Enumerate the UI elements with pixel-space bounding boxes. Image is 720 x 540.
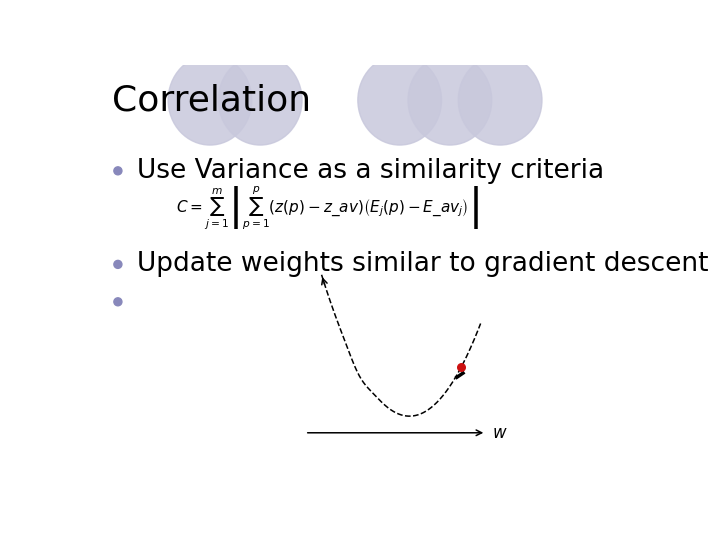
Ellipse shape xyxy=(218,55,302,145)
Text: Use Variance as a similarity criteria: Use Variance as a similarity criteria xyxy=(138,158,605,184)
Ellipse shape xyxy=(114,167,122,175)
Ellipse shape xyxy=(114,260,122,268)
Ellipse shape xyxy=(168,55,252,145)
Ellipse shape xyxy=(114,298,122,306)
Text: $C = \sum_{j=1}^{m}\left|\sum_{p=1}^{p}(z(p)-z\_av)\left(E_j(p)-E\_av_j\right)\r: $C = \sum_{j=1}^{m}\left|\sum_{p=1}^{p}(… xyxy=(176,185,480,232)
Ellipse shape xyxy=(358,55,441,145)
Ellipse shape xyxy=(408,55,492,145)
Text: Correlation: Correlation xyxy=(112,84,312,118)
Point xyxy=(456,362,467,371)
Ellipse shape xyxy=(458,55,542,145)
Text: w: w xyxy=(493,424,506,442)
Text: Update weights similar to gradient descent: Update weights similar to gradient desce… xyxy=(138,252,709,278)
